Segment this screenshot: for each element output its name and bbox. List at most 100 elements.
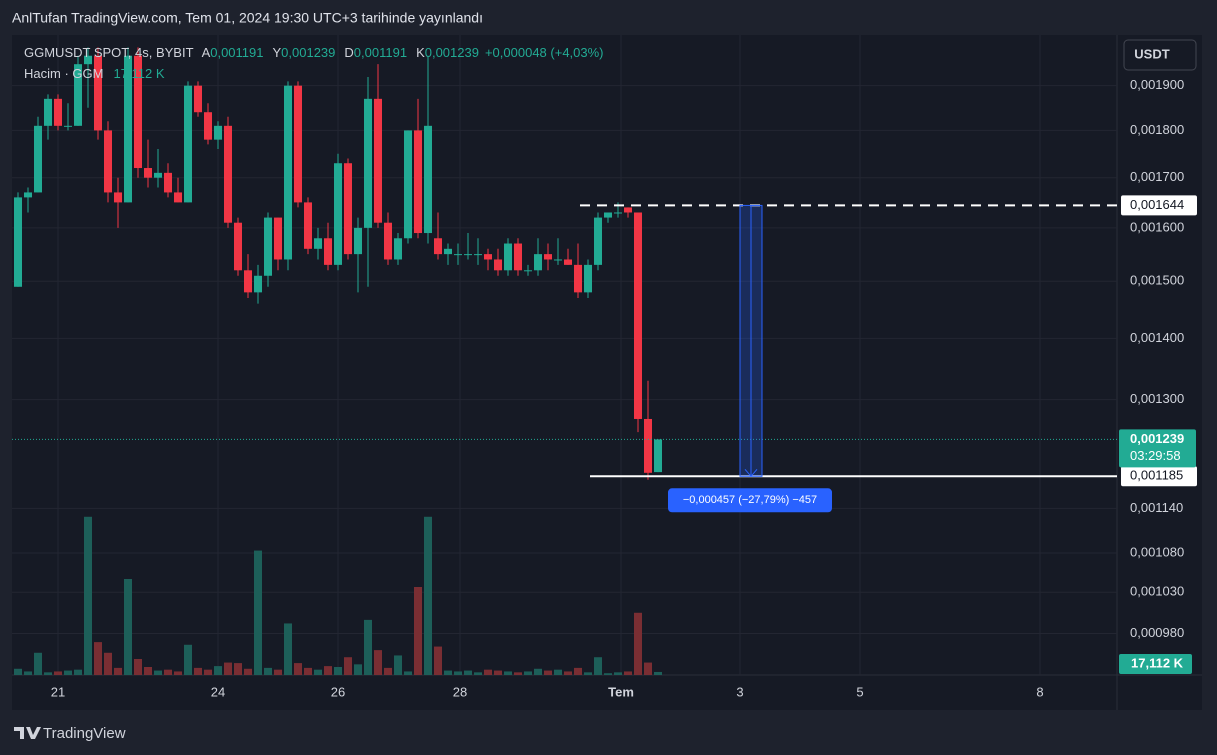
measure-label-box	[668, 488, 832, 513]
volume-value-label: 17,112 K	[1131, 655, 1184, 670]
volume-bar	[154, 670, 162, 675]
candle-body	[154, 172, 162, 178]
volume-bar	[454, 671, 462, 675]
volume-bar	[474, 672, 482, 675]
volume-bar	[434, 646, 442, 675]
candle-body	[74, 64, 82, 126]
candle-body	[584, 264, 592, 293]
legend-key: A	[202, 45, 211, 60]
volume-bar	[464, 670, 472, 675]
volume-bar	[294, 663, 302, 675]
legend-value: 0,001239	[425, 45, 479, 60]
candle-body	[334, 163, 342, 265]
candle-body	[184, 85, 192, 203]
candle-body	[314, 238, 322, 249]
volume-bar	[364, 619, 372, 675]
candle-body	[604, 212, 612, 218]
candle-body	[404, 130, 412, 239]
chart-pane	[12, 35, 1202, 710]
marks	[14, 47, 662, 675]
volume-bar	[394, 655, 402, 675]
volume-bar	[174, 671, 182, 675]
volume-bar	[214, 666, 222, 675]
volume-bar	[124, 579, 132, 675]
candle-body	[624, 207, 632, 213]
y-tick-label: 0,001800	[1130, 122, 1184, 137]
candle-body	[124, 55, 132, 203]
candle-body	[484, 254, 492, 260]
grid: 0,001900 0,001800 0,001700 0,001600 0,001500…	[12, 35, 1184, 699]
candle-body	[234, 222, 242, 271]
volume-bar	[164, 669, 172, 675]
volume-bar	[334, 667, 342, 675]
legend-key: D	[344, 45, 353, 60]
x-tick-label: 24	[211, 684, 225, 699]
volume-legend: Hacim · GGM 17,112 K	[24, 66, 165, 81]
volume-bar	[614, 672, 622, 675]
x-tick-label: 28	[453, 684, 467, 699]
candle-body	[344, 163, 352, 255]
candle-body	[614, 212, 622, 214]
candle-body	[104, 130, 112, 193]
candle-body	[634, 212, 642, 419]
volume-value-box	[1119, 654, 1192, 674]
volume-bar	[504, 671, 512, 675]
volume-bar	[374, 650, 382, 675]
volume-bar	[414, 587, 422, 675]
candle-body	[304, 202, 312, 249]
brand-logo	[14, 727, 41, 739]
candle-body	[64, 125, 72, 127]
volume-bar	[524, 671, 532, 675]
candle-body	[14, 197, 22, 287]
candle-body	[134, 55, 142, 169]
candle-body	[44, 98, 52, 126]
candle-body	[24, 192, 32, 198]
volume-bar	[604, 673, 612, 675]
candle-body	[324, 238, 332, 265]
y-tick-label: 0,001700	[1130, 169, 1184, 184]
volume-bar	[354, 664, 362, 675]
y-tick-label: 0,000980	[1130, 625, 1184, 640]
legend-key: Y	[273, 45, 282, 60]
legend-change: +0,000048 (+4,03%)	[485, 45, 604, 60]
candle-body	[394, 238, 402, 260]
candle-body	[434, 238, 442, 255]
candle-body	[204, 112, 212, 140]
candle-body	[544, 254, 552, 260]
volume-legend-value: 17,112 K	[113, 66, 164, 81]
last-price-label: 0,001239	[1130, 431, 1184, 446]
candle-body	[514, 243, 522, 271]
level-price-label: 0,001644	[1130, 197, 1184, 212]
volume-bar	[144, 667, 152, 675]
volume-bar	[94, 642, 102, 675]
volume-bar	[564, 671, 572, 675]
candle-body	[214, 125, 222, 140]
volume-name: Hacim · GGM	[24, 66, 103, 81]
volume-bar	[204, 669, 212, 675]
candle-body	[464, 254, 472, 256]
currency[interactable]: USDT	[1134, 46, 1169, 61]
legend-value: 0,001191	[210, 45, 263, 60]
candle-body	[374, 98, 382, 223]
y-tick-label: 0,001400	[1130, 330, 1184, 345]
volume-bar	[314, 669, 322, 675]
volume-bar	[514, 672, 522, 675]
currency-button[interactable]	[1123, 39, 1197, 71]
candle-body	[254, 275, 262, 293]
volume-bar	[654, 671, 662, 675]
candle-body	[574, 264, 582, 293]
volume-bar	[274, 669, 282, 675]
x-tick-label: 3	[736, 684, 743, 699]
legend-value: 0,001191	[354, 45, 407, 60]
y-tick-label: 0,001140	[1130, 500, 1183, 515]
candle-body	[284, 85, 292, 260]
volume-bar	[114, 667, 122, 675]
candle-body	[354, 227, 362, 255]
level-price-box	[1121, 466, 1197, 487]
candle-body	[144, 168, 152, 178]
overlay: −0,000457 (−27,79%) −457 0,001644 0,001185…	[12, 45, 1197, 674]
volume-bar	[54, 671, 62, 675]
candle-body	[244, 270, 252, 293]
volume-bar	[84, 516, 92, 675]
